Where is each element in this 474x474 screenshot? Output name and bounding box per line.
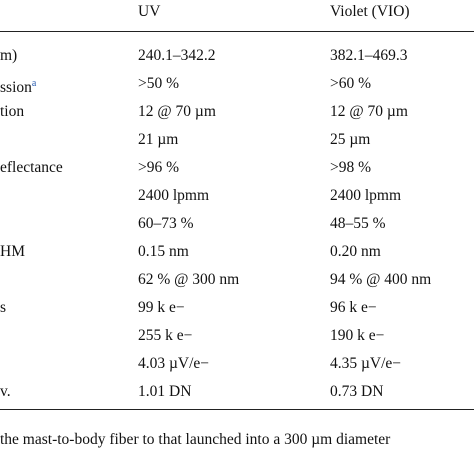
row-label: HM (0, 243, 25, 261)
uv-cell: 21 µm (138, 131, 179, 148)
vio-cell: 48–55 % (330, 215, 386, 232)
row-label-text: ssion (0, 79, 32, 96)
vio-cell: 0.20 nm (330, 243, 381, 260)
row-label: s (0, 299, 6, 317)
vio-cell: 190 k e− (330, 327, 385, 344)
row-label-text: v. (0, 383, 11, 400)
column-header: Violet (VIO) (330, 3, 410, 20)
uv-cell: >50 % (138, 75, 180, 92)
vio-cell: >60 % (330, 75, 372, 92)
row-label: tion (0, 103, 24, 121)
vio-cell: 2400 lpmm (330, 187, 402, 204)
vio-cell: 94 % @ 400 nm (330, 271, 432, 288)
uv-cell: >96 % (138, 159, 180, 176)
vio-cell: 0.73 DN (330, 383, 384, 400)
bottom-rule (0, 409, 474, 410)
row-label: m) (0, 47, 17, 65)
vio-cell: >98 % (330, 159, 372, 176)
row-label: v. (0, 383, 11, 401)
uv-cell: 99 k e− (138, 299, 185, 316)
uv-cell: 4.03 µV/e− (138, 355, 210, 372)
row-label-text: eflectance (0, 159, 63, 176)
footnote-marker[interactable]: a (31, 78, 37, 89)
header-rule (0, 31, 474, 32)
vio-cell: 25 µm (330, 131, 371, 148)
vio-cell: 382.1–469.3 (330, 47, 408, 64)
uv-cell: 240.1–342.2 (138, 47, 216, 64)
row-label: eflectance (0, 159, 63, 177)
row-label-text: m) (0, 47, 18, 64)
row-label-text: tion (0, 103, 25, 120)
vio-cell: 4.35 µV/e− (330, 355, 402, 372)
vio-cell: 96 k e− (330, 299, 377, 316)
footnote: the mast-to-body fiber to that launched … (0, 431, 391, 448)
row-label-text: s (0, 299, 7, 316)
uv-cell: 1.01 DN (138, 383, 192, 400)
row-label: ssiona (0, 75, 36, 97)
uv-cell: 12 @ 70 µm (138, 103, 216, 120)
uv-cell: 2400 lpmm (138, 187, 210, 204)
column-header: UV (138, 3, 161, 20)
uv-cell: 0.15 nm (138, 243, 189, 260)
uv-cell: 255 k e− (138, 327, 193, 344)
uv-cell: 60–73 % (138, 215, 194, 232)
vio-cell: 12 @ 70 µm (330, 103, 408, 120)
uv-cell: 62 % @ 300 nm (138, 271, 240, 288)
row-label-text: HM (0, 243, 25, 260)
